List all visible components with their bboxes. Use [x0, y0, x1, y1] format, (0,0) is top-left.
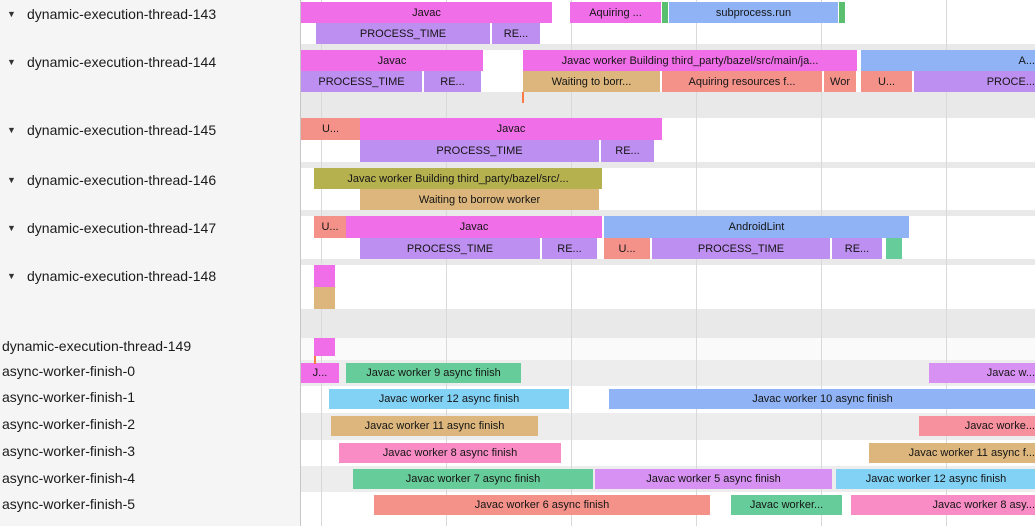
collapse-arrow-icon[interactable]: ▼	[7, 9, 16, 19]
track-name: dynamic-execution-thread-144	[27, 54, 217, 70]
trace-slice[interactable]: Javac	[301, 50, 483, 71]
trace-slice[interactable]: PROCESS_TIME	[360, 238, 540, 259]
trace-slice[interactable]	[314, 338, 335, 356]
track-row[interactable]: async-worker-finish-5	[0, 494, 300, 514]
instant-event-tick[interactable]	[314, 356, 316, 364]
time-gridline	[571, 0, 572, 526]
trace-slice[interactable]: Javac worker 11 async f...	[869, 443, 1035, 463]
collapse-arrow-icon[interactable]: ▼	[7, 271, 16, 281]
track-group-row[interactable]: ▼ dynamic-execution-thread-145	[0, 120, 300, 140]
trace-slice[interactable]: PROCESS_TIME	[360, 140, 599, 162]
trace-slice[interactable]: U...	[861, 71, 912, 92]
trace-slice[interactable]: Javac	[301, 2, 552, 23]
trace-slice[interactable]: U...	[301, 118, 360, 140]
trace-slice[interactable]: Javac w...	[929, 363, 1035, 383]
track-name: async-worker-finish-5	[2, 496, 136, 512]
track-group-row[interactable]: ▼ dynamic-execution-thread-143	[0, 4, 300, 24]
trace-slice[interactable]: Waiting to borr...	[523, 71, 660, 92]
track-row[interactable]: async-worker-finish-0	[0, 361, 300, 381]
trace-slice[interactable]: Javac worker 5 async finish	[595, 469, 832, 489]
track-row[interactable]: async-worker-finish-2	[0, 414, 300, 434]
trace-slice[interactable]: AndroidLint	[604, 216, 909, 238]
trace-slice[interactable]: PROCE...	[914, 71, 1035, 92]
trace-slice[interactable]: RE...	[832, 238, 882, 259]
track-row[interactable]: async-worker-finish-4	[0, 468, 300, 488]
track-group-row[interactable]: ▼ dynamic-execution-thread-146	[0, 170, 300, 190]
trace-slice[interactable]: PROCESS_TIME	[652, 238, 830, 259]
trace-slice[interactable]: Javac worker 8 async finish	[339, 443, 561, 463]
track-name-panel: ▼ dynamic-execution-thread-143 ▼ dynamic-ex…	[0, 0, 301, 526]
trace-slice[interactable]	[839, 2, 845, 23]
time-gridline	[446, 0, 447, 526]
trace-slice[interactable]: U...	[604, 238, 650, 259]
trace-slice[interactable]: Javac worker 12 async finish	[329, 389, 569, 409]
time-gridline	[946, 0, 947, 526]
trace-slice[interactable]: RE...	[424, 71, 481, 92]
row-background	[301, 338, 1035, 360]
trace-slice[interactable]: A...	[861, 50, 1035, 71]
row-background	[301, 265, 1035, 309]
track-name: dynamic-execution-thread-147	[27, 220, 217, 236]
track-group-row[interactable]: ▼ dynamic-execution-thread-144	[0, 52, 300, 72]
trace-slice[interactable]: Aquiring resources f...	[662, 71, 822, 92]
trace-slice[interactable]: Javac	[360, 118, 662, 140]
time-gridline	[696, 0, 697, 526]
trace-slice[interactable]: RE...	[492, 23, 540, 44]
trace-slice[interactable]: Javac worker Building third_party/bazel/…	[314, 168, 602, 189]
track-name: dynamic-execution-thread-146	[27, 172, 217, 188]
track-name: async-worker-finish-3	[2, 443, 136, 459]
trace-slice[interactable]: J...	[301, 363, 339, 383]
trace-slice[interactable]: subprocess.run	[669, 2, 838, 23]
trace-slice[interactable]: U...	[314, 216, 346, 238]
trace-slice[interactable]: PROCESS_TIME	[301, 71, 422, 92]
trace-slice[interactable]: Javac worker...	[731, 495, 842, 515]
trace-slice[interactable]: Aquiring ...	[570, 2, 661, 23]
time-gridline	[821, 0, 822, 526]
timeline-canvas[interactable]: Javac Aquiring ... subprocess.run PROCESS_T…	[301, 0, 1035, 526]
trace-slice[interactable]: Javac worker 8 asy...	[851, 495, 1035, 515]
instant-event-tick[interactable]	[522, 92, 524, 103]
track-row[interactable]: dynamic-execution-thread-149	[0, 336, 300, 356]
trace-slice[interactable]: Javac worker 9 async finish	[346, 363, 521, 383]
collapse-arrow-icon[interactable]: ▼	[7, 57, 16, 67]
row-background	[301, 519, 1035, 526]
track-name: async-worker-finish-1	[2, 389, 136, 405]
track-name: dynamic-execution-thread-149	[2, 338, 192, 354]
track-name: async-worker-finish-0	[2, 363, 136, 379]
trace-slice[interactable]: Javac worker 11 async finish	[331, 416, 538, 436]
track-name: async-worker-finish-2	[2, 416, 136, 432]
track-name: dynamic-execution-thread-145	[27, 122, 217, 138]
trace-slice[interactable]: RE...	[542, 238, 597, 259]
track-row[interactable]: async-worker-finish-1	[0, 387, 300, 407]
time-gridline	[321, 0, 322, 526]
track-name: async-worker-finish-4	[2, 470, 136, 486]
trace-slice[interactable]: Javac worker Building third_party/bazel/…	[523, 50, 857, 71]
track-row[interactable]: async-worker-finish-3	[0, 441, 300, 461]
collapse-arrow-icon[interactable]: ▼	[7, 223, 16, 233]
trace-slice[interactable]: Javac worker 6 async finish	[374, 495, 710, 515]
track-name: dynamic-execution-thread-148	[27, 268, 217, 284]
trace-slice[interactable]: Javac	[346, 216, 602, 238]
trace-slice[interactable]: PROCESS_TIME	[316, 23, 490, 44]
trace-slice[interactable]	[662, 2, 668, 23]
trace-slice[interactable]: Javac worker 10 async finish	[609, 389, 1035, 409]
trace-slice[interactable]	[314, 265, 335, 287]
trace-slice[interactable]: Wor	[824, 71, 856, 92]
track-group-row[interactable]: ▼ dynamic-execution-thread-147	[0, 218, 300, 238]
trace-slice[interactable]	[886, 238, 902, 259]
trace-slice[interactable]: Javac worker 12 async finish	[836, 469, 1035, 489]
trace-slice[interactable]: Javac worke...	[919, 416, 1035, 436]
trace-slice[interactable]	[314, 287, 335, 309]
collapse-arrow-icon[interactable]: ▼	[7, 175, 16, 185]
collapse-arrow-icon[interactable]: ▼	[7, 125, 16, 135]
trace-slice[interactable]: RE...	[601, 140, 654, 162]
track-name: dynamic-execution-thread-143	[27, 6, 217, 22]
track-group-row[interactable]: ▼ dynamic-execution-thread-148	[0, 266, 300, 286]
trace-slice[interactable]: Javac worker 7 async finish	[353, 469, 593, 489]
trace-slice[interactable]: Waiting to borrow worker	[360, 189, 599, 210]
